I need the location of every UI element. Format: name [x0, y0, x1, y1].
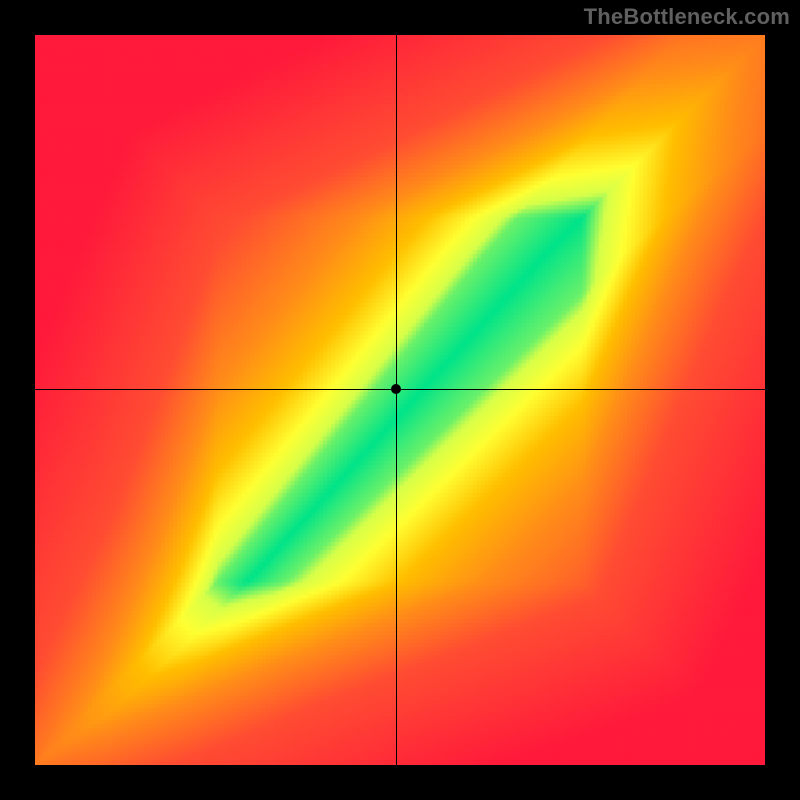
crosshair-vertical: [396, 35, 397, 765]
plot-area: [35, 35, 765, 765]
chart-container: TheBottleneck.com: [0, 0, 800, 800]
marker-dot: [391, 384, 401, 394]
heatmap-canvas: [35, 35, 765, 765]
watermark-text: TheBottleneck.com: [584, 4, 790, 30]
